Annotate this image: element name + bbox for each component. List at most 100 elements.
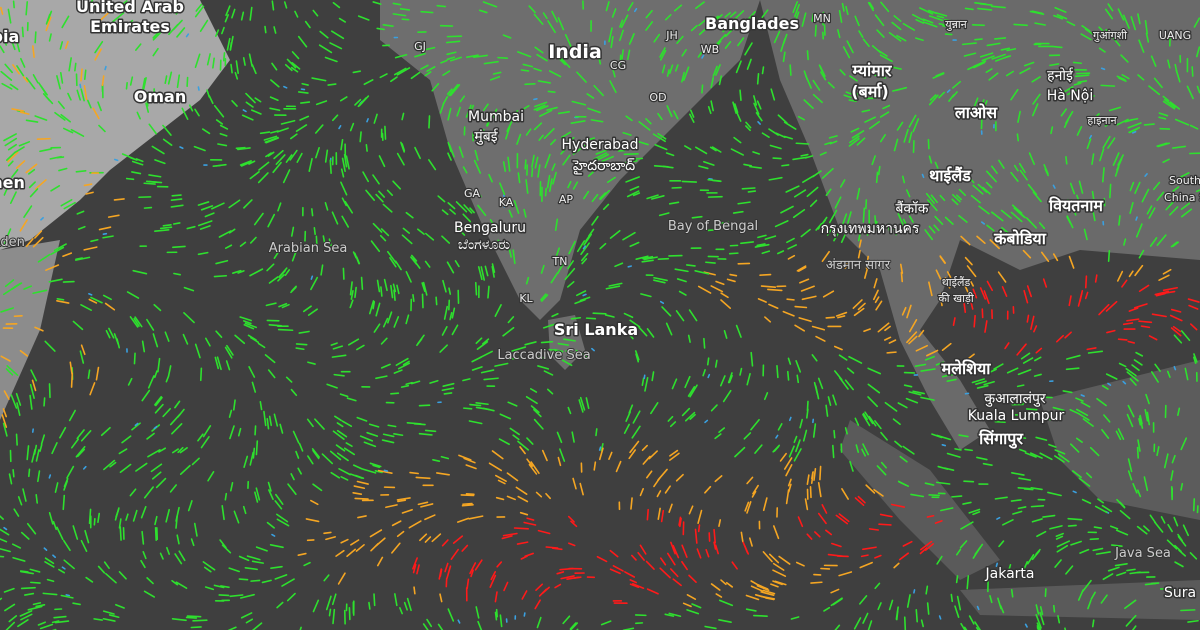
- wind-streak: [1119, 509, 1131, 520]
- wind-streak: [936, 434, 952, 441]
- wind-streak: [627, 157, 644, 161]
- wind-streak: [543, 127, 555, 139]
- wind-streak: [1072, 490, 1077, 494]
- wind-streak: [162, 223, 172, 227]
- wind-streak: [619, 29, 624, 42]
- wind-streak: [713, 541, 717, 550]
- wind-streak: [323, 574, 330, 582]
- wind-streak: [6, 228, 12, 239]
- wind-streak: [934, 215, 944, 225]
- wind-streak: [482, 128, 485, 142]
- wind-streak: [286, 58, 297, 69]
- wind-streak: [1034, 22, 1047, 26]
- wind-streak: [1182, 524, 1190, 537]
- wind-streak: [1126, 568, 1136, 572]
- wind-streak: [1131, 364, 1140, 371]
- wind-streak: [666, 69, 670, 77]
- wind-streak: [703, 337, 706, 349]
- wind-streak: [54, 482, 59, 493]
- wind-streak: [290, 388, 298, 397]
- wind-streak: [1126, 318, 1140, 322]
- wind-streak: [365, 143, 368, 152]
- wind-streak: [674, 268, 689, 273]
- wind-streak: [1057, 453, 1070, 463]
- wind-streak: [12, 468, 15, 478]
- wind-streak: [795, 359, 802, 373]
- wind-streak: [641, 444, 648, 452]
- wind-streak: [1093, 526, 1103, 530]
- wind-streak: [406, 597, 412, 612]
- wind-streak: [104, 572, 117, 584]
- wind-streak: [951, 198, 959, 206]
- wind-streak: [1030, 505, 1045, 508]
- wind-streak: [1025, 408, 1038, 411]
- wind-streak: [401, 18, 410, 21]
- wind-streak: [540, 340, 554, 344]
- wind-streak: [884, 336, 892, 341]
- wind-streak: [777, 250, 785, 255]
- wind-streak: [919, 7, 934, 15]
- wind-streak: [455, 201, 468, 213]
- wind-streak: [1118, 77, 1127, 82]
- wind-streak: [125, 82, 128, 90]
- wind-streak: [756, 72, 760, 85]
- wind-streak: [303, 561, 311, 567]
- wind-streak: [506, 472, 519, 482]
- wind-streak: [410, 71, 421, 80]
- wind-streak: [159, 226, 173, 230]
- wind-streak: [880, 431, 888, 441]
- wind-streak: [1124, 599, 1137, 610]
- wind-streak: [1173, 516, 1179, 527]
- wind-streak: [231, 100, 238, 107]
- wind-streak: [929, 94, 937, 101]
- wind-streak: [113, 198, 125, 201]
- wind-streak: [686, 594, 697, 600]
- wind-streak: [734, 103, 739, 114]
- wind-streak: [356, 416, 368, 422]
- wind-streak: [43, 397, 46, 407]
- wind-streak: [330, 342, 338, 346]
- place-label: मलेशिया: [941, 359, 992, 378]
- wind-streak: [69, 361, 73, 375]
- wind-streak: [550, 272, 559, 284]
- wind-streak: [362, 171, 370, 183]
- wind-streak: [341, 215, 350, 228]
- wind-streak: [645, 117, 652, 125]
- wind-streak: [1076, 194, 1082, 207]
- wind-streak: [213, 584, 225, 589]
- wind-streak: [912, 390, 925, 395]
- wind-streak: [861, 448, 866, 457]
- wind-streak: [936, 555, 943, 565]
- place-label: Emirates: [90, 17, 170, 36]
- wind-streak: [944, 33, 953, 36]
- wind-streak: [1145, 393, 1150, 405]
- wind-streak: [1067, 517, 1083, 521]
- wind-streak: [924, 543, 934, 552]
- wind-streak: [1095, 551, 1111, 555]
- wind-streak: [569, 622, 577, 630]
- wind-streak: [1007, 563, 1012, 574]
- wind-streak: [794, 3, 800, 18]
- wind-streak: [790, 616, 800, 620]
- wind-streak: [372, 174, 380, 185]
- wind-streak: [179, 447, 188, 454]
- wind-streak: [354, 98, 362, 106]
- wind-streak: [1146, 411, 1151, 426]
- wind-streak: [480, 266, 486, 281]
- wind-streak: [6, 365, 19, 376]
- wind-streak: [354, 286, 357, 299]
- wind-streak: [365, 189, 376, 201]
- wind-streak: [155, 477, 167, 489]
- wind-streak: [1193, 356, 1197, 364]
- wind-streak: [176, 27, 186, 38]
- wind-streak: [1110, 34, 1121, 47]
- wind-streak: [426, 618, 433, 628]
- wind-streak: [806, 186, 819, 198]
- wind-streak: [659, 567, 671, 579]
- wind-streak: [974, 38, 983, 41]
- wind-streak: [25, 77, 36, 90]
- wind-streak: [34, 31, 37, 44]
- wind-streak: [1054, 559, 1062, 568]
- wind-streak: [780, 205, 794, 214]
- wind-streak: [340, 139, 344, 151]
